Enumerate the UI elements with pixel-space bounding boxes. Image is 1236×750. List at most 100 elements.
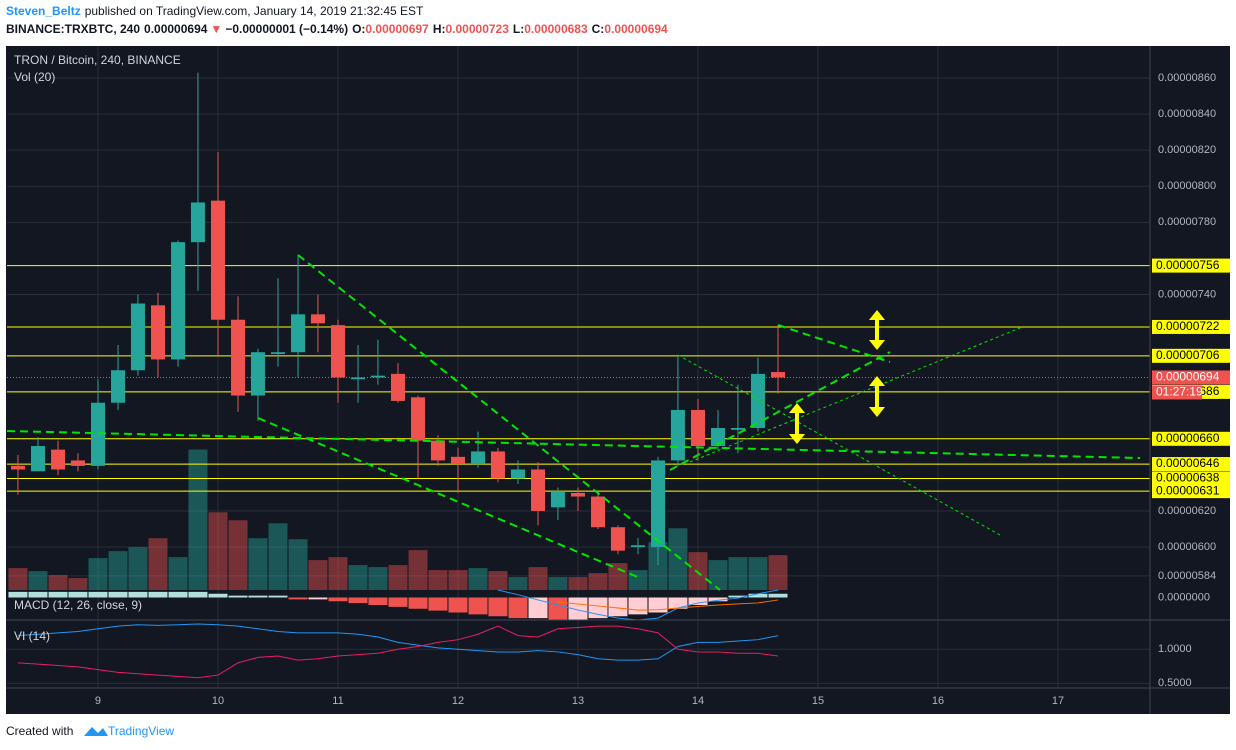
- direction: ▼: [210, 22, 222, 36]
- macd-bar: [268, 595, 288, 598]
- macd-bar: [348, 597, 368, 604]
- macd-bar: [668, 597, 688, 609]
- macd-bar: [368, 597, 388, 605]
- trend-line: [257, 417, 641, 579]
- volume-bar: [108, 551, 128, 590]
- plot: [7, 72, 1150, 679]
- y-tick-label: 0.00000780: [1158, 216, 1216, 228]
- candle-body: [490, 451, 505, 479]
- macd-bar: [608, 597, 628, 617]
- level-label: 0.00000660: [1156, 431, 1220, 445]
- macd-bar: [128, 591, 148, 598]
- y-tick-label: 0.00000600: [1158, 541, 1216, 553]
- volume-bar: [348, 565, 368, 590]
- candle-body: [591, 496, 606, 528]
- pane-title: TRON / Bitcoin, 240, BINANCE: [14, 53, 181, 67]
- level-tag: [1152, 431, 1230, 446]
- macd-line: [557, 599, 779, 611]
- candle-body: [550, 491, 565, 508]
- macd-bar: [288, 597, 308, 600]
- level-label: 0.00000756: [1156, 258, 1220, 272]
- candle-body: [171, 242, 186, 360]
- volume-bar: [48, 575, 68, 590]
- footer-brand[interactable]: TradingView: [108, 724, 174, 738]
- macd-bar: [28, 591, 48, 598]
- arrow-head: [789, 403, 805, 444]
- volume-bar: [468, 568, 488, 590]
- volume-bar: [308, 560, 328, 590]
- trend-line: [669, 351, 891, 471]
- volume-bar: [268, 523, 288, 590]
- candle-body: [190, 202, 205, 243]
- level-label: 0.00000646: [1156, 456, 1220, 470]
- macd-bar: [8, 591, 28, 598]
- macd-bar: [408, 597, 428, 609]
- symbol: BINANCE:TRXBTC, 240: [6, 22, 140, 36]
- x-tick-label: 16: [932, 695, 944, 707]
- volume-bar: [768, 555, 788, 590]
- ohlc-value: 0.00000697: [365, 22, 429, 36]
- candle-body: [210, 200, 225, 320]
- macd-bar: [648, 597, 668, 613]
- last-price-tag: [1152, 370, 1230, 385]
- level-label: 0.00000631: [1156, 483, 1220, 497]
- macd-bar: [588, 597, 608, 619]
- countdown-label: 01:27:19: [1156, 385, 1203, 399]
- volume-bar: [68, 578, 88, 590]
- macd-bar: [228, 595, 248, 598]
- x-tick-label: 10: [212, 695, 224, 707]
- ohlc-value: 0.00000683: [524, 22, 588, 36]
- candle-body: [750, 373, 765, 428]
- ohlc-key: H:: [433, 22, 446, 36]
- y-tick-label: 0.00000860: [1158, 72, 1216, 84]
- published: published on TradingView.com, January 14…: [85, 4, 424, 18]
- volume-bar: [728, 557, 748, 590]
- ohlc-key: L:: [513, 22, 524, 36]
- volume-bar: [508, 577, 528, 590]
- y-tick-label: 0.0000000: [1158, 591, 1210, 603]
- pane-label: Vol (20): [14, 70, 55, 84]
- macd-bar: [188, 591, 208, 598]
- candle-body: [231, 319, 246, 396]
- candle-body: [291, 314, 306, 353]
- y-tick-label: 0.00000840: [1158, 108, 1216, 120]
- last-price-label: 0.00000694: [1156, 370, 1220, 384]
- macd-bar: [448, 597, 468, 613]
- price: 0.00000694: [144, 22, 208, 36]
- macd-bar: [528, 597, 548, 619]
- volume-bar: [188, 449, 208, 590]
- macd-bar: [468, 597, 488, 615]
- macd-bar: [308, 597, 328, 600]
- level-label: 0.00000638: [1156, 471, 1220, 485]
- header-bg: [0, 0, 1236, 44]
- volume-bar: [168, 557, 188, 590]
- vi-line: [17, 623, 779, 661]
- candle-body: [450, 456, 465, 465]
- level-tag: [1152, 484, 1230, 499]
- macd-bar: [328, 597, 348, 602]
- y-tick-label: 0.00000620: [1158, 505, 1216, 517]
- macd-bar: [68, 591, 88, 598]
- author[interactable]: Steven_Beltz: [6, 4, 81, 18]
- pane-label: MACD (12, 26, close, 9): [14, 598, 142, 612]
- x-tick-label: 11: [332, 695, 343, 707]
- volume-bar: [388, 565, 408, 590]
- volume-bar: [208, 512, 228, 590]
- volume-bar: [428, 570, 448, 590]
- level-tag: [1152, 471, 1230, 486]
- grid: [7, 46, 1150, 688]
- candle-body: [771, 372, 786, 378]
- x-tick-label: 15: [812, 695, 824, 707]
- candle-body: [111, 370, 126, 403]
- volume-bar: [248, 538, 268, 590]
- candle-body: [130, 303, 145, 371]
- candle-body: [690, 409, 705, 447]
- logo: [84, 727, 108, 736]
- y-tick-label: 0.00000800: [1158, 180, 1216, 192]
- volume-bar: [8, 568, 28, 590]
- y-tick-label: 0.5000: [1158, 677, 1192, 689]
- volume-bar: [148, 538, 168, 590]
- candle-body: [330, 325, 345, 378]
- macd-bar: [428, 597, 448, 611]
- change: −0.00000001 (−0.14%): [225, 22, 348, 36]
